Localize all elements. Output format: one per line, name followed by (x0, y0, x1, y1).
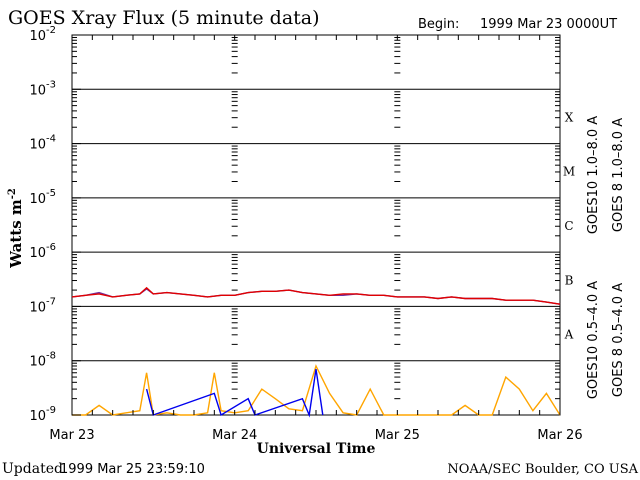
flare-class-c: C (564, 219, 573, 233)
y-tick-label: 10-2 (29, 25, 56, 44)
axis-layer: 10-2 10-3 10-4 10-5 10-6 10-7 10-8 10-9 Mar 23 Ma… (29, 25, 582, 443)
series-line-3 (72, 364, 561, 416)
x-tick-label: Mar 23 (49, 428, 94, 443)
legend-entry-2: GOES 8 1.0–8.0 A (611, 118, 626, 232)
legend-entry-3: GOES10 0.5–4.0 A (586, 281, 601, 399)
plot-frame (71, 34, 561, 416)
series-line-4 (145, 368, 324, 418)
x-tick-label: Mar 24 (212, 428, 257, 443)
credit-text: NOAA/SEC Boulder, CO USA (447, 462, 638, 477)
legend-entry-1: GOES10 1.0–8.0 A (586, 116, 601, 234)
updated-label: Updated (2, 461, 63, 477)
grid-layer (72, 88, 560, 362)
legend: GOES10 1.0–8.0 A GOES 8 1.0–8.0 A GOES10 0… (586, 116, 626, 399)
y-axis-title: Watts m-2 (7, 188, 25, 269)
flare-class-a: A (564, 328, 574, 342)
flare-class-m: M (563, 165, 575, 179)
begin-value: 1999 Mar 23 0000UT (480, 17, 617, 32)
y-tick-label: 10-6 (29, 242, 56, 261)
updated-value: 1999 Mar 25 23:59:10 (60, 462, 205, 477)
begin-label: Begin: (418, 17, 459, 32)
flare-class-b: B (565, 273, 574, 287)
y-tick-label: 10-8 (29, 351, 56, 370)
y-tick-label: 10-5 (29, 188, 56, 207)
series-line-1 (71, 288, 561, 305)
x-tick-label: Mar 25 (375, 428, 420, 443)
legend-entry-4: GOES 8 0.5–4.0 A (611, 283, 626, 397)
x-axis-title: Universal Time (257, 441, 376, 457)
series-line-2 (71, 286, 561, 305)
series-layer (71, 286, 561, 418)
flare-class-x: X (565, 110, 574, 124)
y-tick-label: 10-3 (29, 79, 56, 98)
x-tick-label: Mar 26 (537, 428, 582, 443)
y-tick-label: 10-7 (29, 296, 56, 315)
y-tick-label: 10-9 (29, 405, 56, 424)
chart-title: GOES Xray Flux (5 minute data) (8, 7, 320, 29)
y-tick-label: 10-4 (29, 134, 56, 153)
